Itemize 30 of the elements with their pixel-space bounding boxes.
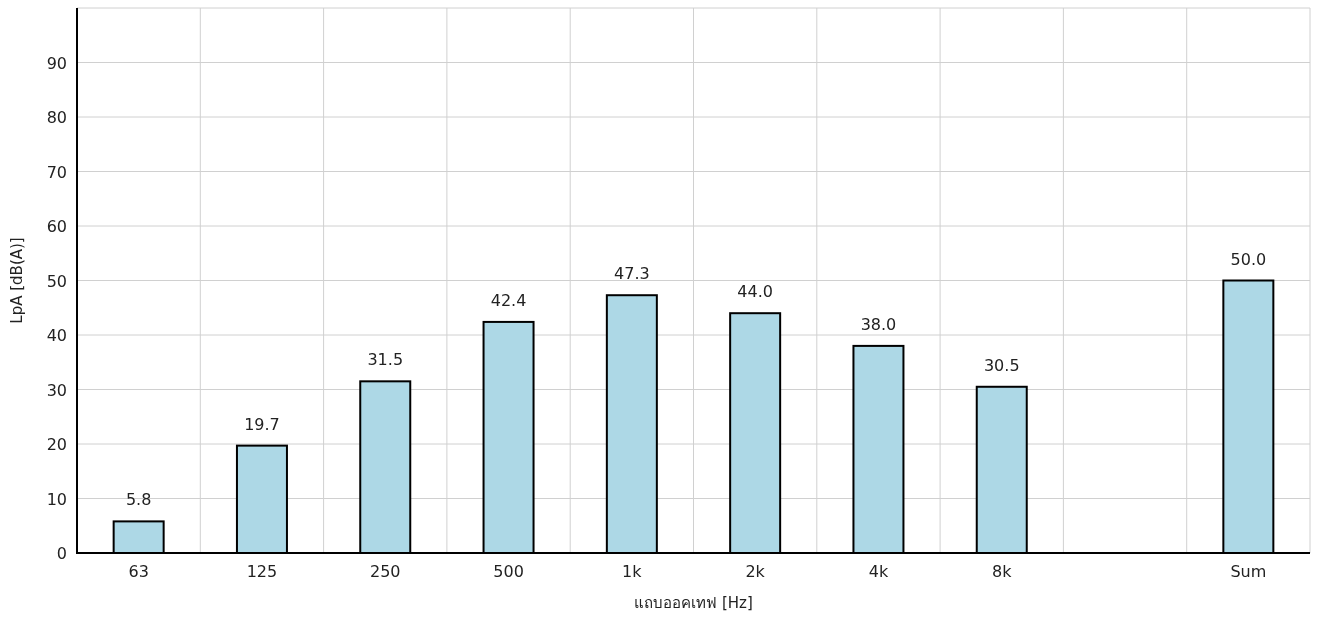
y-tick-label: 50 xyxy=(46,271,67,291)
x-tick-label: 250 xyxy=(369,562,401,581)
x-tick-label: 1k xyxy=(622,562,643,581)
data-label: 30.5 xyxy=(983,355,1020,375)
x-tick-label: 500 xyxy=(493,562,524,581)
y-tick-label: 70 xyxy=(46,162,67,182)
y-tick-label: 30 xyxy=(46,380,67,400)
data-label: 19.7 xyxy=(244,414,280,434)
data-label: 44.0 xyxy=(737,282,773,302)
data-label: 42.4 xyxy=(490,290,527,310)
data-label: 50.0 xyxy=(1230,249,1267,269)
y-tick-label: 90 xyxy=(46,53,67,73)
data-label: 38.0 xyxy=(860,314,897,334)
x-tick-label: 4k xyxy=(868,562,889,581)
y-tick-label: 40 xyxy=(46,326,67,345)
data-label: 5.8 xyxy=(125,490,152,510)
y-tick-label: 10 xyxy=(46,489,67,509)
x-tick-label: 63 xyxy=(128,562,149,581)
x-tick-label: 8k xyxy=(992,562,1013,581)
y-tick-label: 60 xyxy=(46,217,67,236)
x-axis-title: แถบออคเทฟ [Hz] xyxy=(634,594,753,612)
y-tick-label: 80 xyxy=(46,108,67,127)
data-label: 47.3 xyxy=(614,264,650,284)
y-axis-title: LpA [dB(A)] xyxy=(8,237,26,324)
x-tick-label: 2k xyxy=(745,562,766,581)
data-label: 31.5 xyxy=(367,350,404,370)
x-tick-label: 125 xyxy=(246,562,278,581)
y-tick-label: 20 xyxy=(46,435,67,454)
y-tick-label: 0 xyxy=(56,544,67,563)
x-tick-label: Sum xyxy=(1230,562,1267,581)
